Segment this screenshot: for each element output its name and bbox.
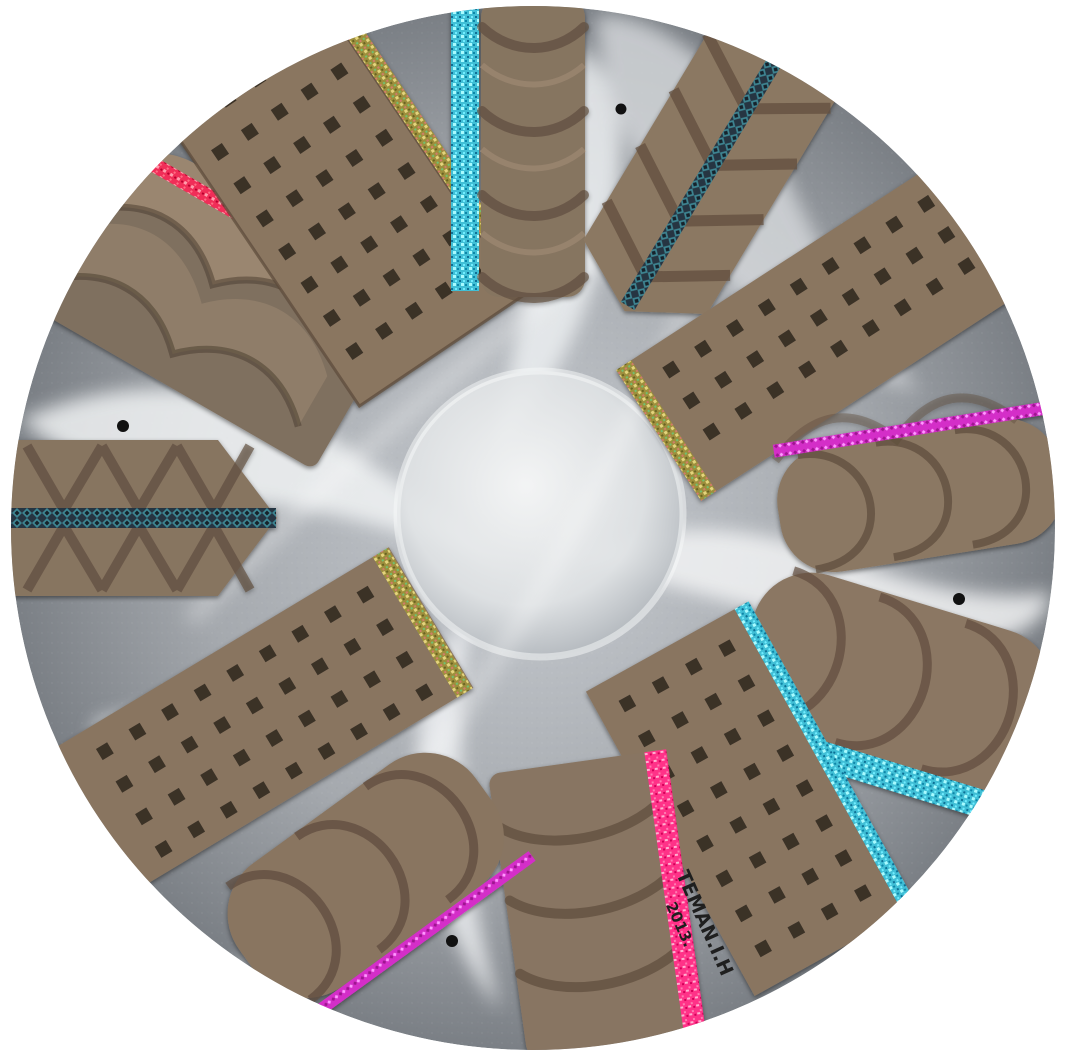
top-center-cyan-arch-cutout [451, 6, 589, 303]
bottom-magenta-holographic-strip [292, 851, 536, 1033]
left-chevron-cutout [11, 440, 277, 596]
side-cyan-holographic-strip [734, 601, 918, 914]
pink-holographic-strip [644, 749, 707, 1040]
lower-right-perforated-cutout [585, 601, 918, 996]
bottom-pin-hole [446, 935, 458, 947]
top-right-chevron-cutout [583, 8, 846, 314]
right-perforated-cutout [616, 168, 1012, 501]
left-pin-hole [117, 420, 129, 432]
dark-diamond-strip [620, 39, 793, 311]
lower-gold-holographic-strip [372, 547, 473, 698]
top-pin-hole [615, 103, 627, 115]
bottom-center-pink-arch-cutout [489, 749, 707, 1050]
lower-left-window-holes [95, 585, 434, 858]
horizontal-dark-diamond-strip [11, 508, 276, 528]
left-gold-holographic-strip [616, 360, 717, 501]
lower-left-perforated-cutout [54, 547, 474, 889]
center-circle-rim [393, 367, 687, 661]
right-window-holes [662, 194, 976, 441]
magenta-holographic-strip [772, 400, 1054, 458]
right-pin-hole [953, 593, 965, 605]
cyan-holographic-strip [451, 6, 479, 291]
right-magenta-dome-cutout [771, 393, 1055, 574]
pin-holes [117, 103, 965, 947]
bottom-left-magenta-dome-cutout [225, 752, 536, 1033]
